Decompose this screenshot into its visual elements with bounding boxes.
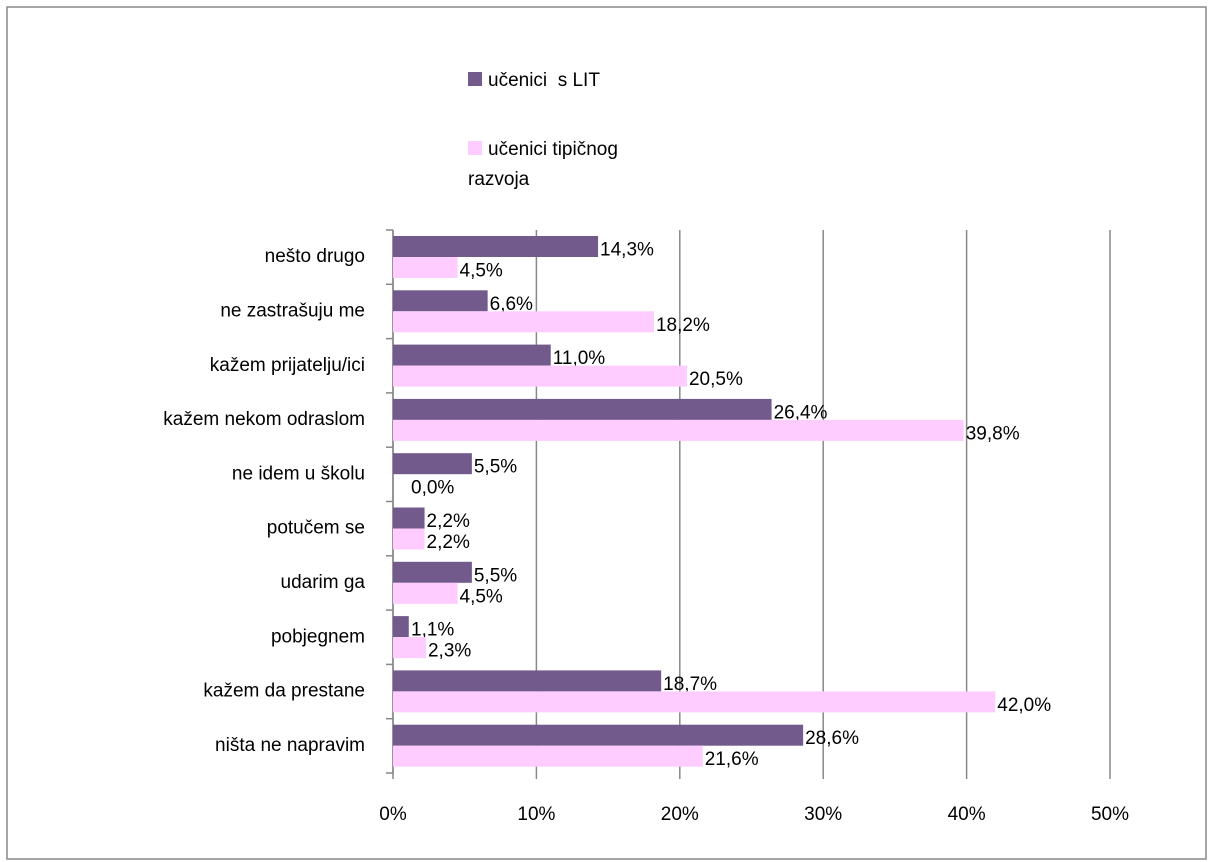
y-tick-label: kažem da prestane: [203, 681, 365, 702]
value-label: 18,7%: [663, 674, 717, 695]
bar: [393, 637, 426, 659]
legend-label: učenici tipičnog razvoja: [468, 139, 618, 190]
legend-swatch: [468, 72, 482, 86]
bar: [393, 670, 662, 692]
x-tick-label: 0%: [379, 804, 407, 825]
bar: [393, 398, 772, 420]
value-label: 2,2%: [427, 511, 470, 532]
value-label: 1,1%: [411, 620, 454, 641]
value-label: 42,0%: [997, 695, 1051, 716]
bar: [393, 236, 599, 257]
bar: [393, 365, 687, 387]
x-tick-label: 30%: [804, 804, 842, 825]
y-tick-label: ne zastrašuju me: [220, 300, 365, 321]
y-tick-label: udarim ga: [281, 572, 366, 593]
value-label: 14,3%: [600, 240, 654, 261]
bar: [393, 561, 472, 583]
y-tick-label: kažem nekom odraslom: [163, 409, 365, 430]
bar: [393, 582, 458, 604]
x-tick-label: 10%: [517, 804, 555, 825]
bar: [393, 724, 804, 746]
bar: [393, 528, 425, 550]
bar: [393, 691, 996, 713]
y-tick-label: kažem prijatelju/ici: [210, 355, 365, 376]
value-label: 4,5%: [460, 261, 503, 282]
y-tick-label: ništa ne napravim: [215, 735, 365, 756]
value-label: 20,5%: [689, 369, 743, 390]
legend-swatch: [468, 141, 482, 155]
value-label: 2,3%: [428, 641, 471, 662]
value-label: 11,0%: [553, 348, 606, 369]
bar: [393, 257, 458, 278]
bar: [393, 616, 409, 638]
bar: [393, 290, 488, 312]
bar: [393, 311, 654, 333]
y-tick-label: potučem se: [267, 518, 365, 539]
x-tick-label: 20%: [661, 804, 699, 825]
chart-border: [6, 6, 1207, 860]
value-label: 18,2%: [656, 315, 710, 336]
bar: [393, 745, 703, 767]
bar: [393, 419, 964, 441]
value-label: 39,8%: [966, 423, 1020, 444]
y-tick-label: pobjegnem: [271, 626, 365, 647]
value-label: 6,6%: [490, 294, 533, 315]
value-label: 0,0%: [411, 478, 454, 499]
value-label: 5,5%: [474, 457, 517, 478]
value-label: 26,4%: [774, 402, 828, 423]
value-label: 2,2%: [427, 532, 470, 553]
y-tick-label: nešto drugo: [265, 246, 365, 267]
legend-entry: učenici tipičnog razvoja: [468, 135, 668, 195]
value-label: 4,5%: [460, 586, 503, 607]
value-label: 28,6%: [805, 728, 859, 749]
value-label: 21,6%: [705, 749, 759, 770]
bar: [393, 344, 551, 366]
x-tick-label: 50%: [1091, 804, 1129, 825]
bar: [393, 453, 472, 475]
bar: [393, 507, 425, 529]
legend-label: učenici s LIT: [488, 70, 600, 91]
x-tick-label: 40%: [948, 804, 986, 825]
y-tick-label: ne idem u školu: [232, 463, 365, 484]
legend-entry: učenici s LIT: [468, 66, 678, 96]
value-label: 5,5%: [474, 565, 517, 586]
